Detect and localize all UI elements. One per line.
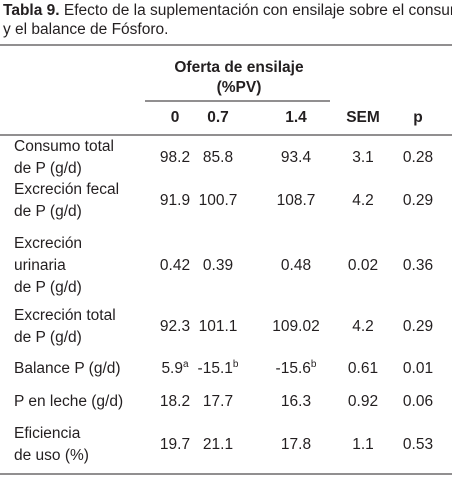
row-label: P en leche (g/d)	[14, 393, 123, 410]
cell: 0.02	[348, 257, 378, 274]
cell: 5.9a	[161, 359, 189, 377]
cell: 93.4	[281, 149, 312, 166]
cell-value: -15.1	[198, 360, 233, 377]
row-label: de P (g/d)	[14, 279, 82, 296]
row-label: de P (g/d)	[14, 160, 82, 177]
row-label: urinaria	[14, 257, 66, 274]
cell: 0.29	[403, 192, 433, 209]
cell: 0.06	[403, 393, 433, 410]
cell-value: -15.6	[276, 360, 311, 377]
cell: 16.3	[281, 393, 311, 410]
title-line: y el balance de Fósforo.	[3, 21, 168, 38]
cell: 91.9	[160, 192, 190, 209]
column-header: SEM	[346, 109, 380, 126]
cell: 0.61	[348, 360, 378, 377]
cell-value: 5.9	[161, 360, 183, 377]
cell: 1.1	[352, 436, 374, 453]
column-header: 0	[171, 109, 180, 126]
column-header: 1.4	[285, 109, 307, 126]
row-label: de P (g/d)	[14, 329, 82, 346]
cell: 17.8	[281, 436, 311, 453]
cell: 108.7	[277, 192, 316, 209]
row-label: Eficiencia	[14, 425, 81, 442]
row-label: Balance P (g/d)	[14, 360, 121, 377]
cell: 0.92	[348, 393, 378, 410]
cell: 100.7	[199, 192, 238, 209]
cell: -15.6b	[276, 359, 317, 377]
cell-superscript: a	[183, 359, 189, 370]
cell: 0.42	[160, 257, 190, 274]
cell: 4.2	[352, 192, 374, 209]
cell: 4.2	[352, 318, 374, 335]
cell: 85.8	[203, 149, 233, 166]
column-header: p	[413, 109, 422, 126]
title-label: Tabla 9.	[3, 2, 60, 19]
row-label: Excreción	[14, 235, 82, 252]
row-label: Consumo total	[14, 138, 114, 155]
cell: 3.1	[352, 149, 374, 166]
cell: 0.36	[403, 257, 433, 274]
cell: 0.53	[403, 436, 433, 453]
cell: 101.1	[199, 318, 238, 335]
title-line: Tabla 9. Efecto de la suplementación con…	[3, 2, 452, 19]
cell-superscript: b	[311, 359, 317, 370]
cell: 98.2	[160, 149, 190, 166]
cell: 92.3	[160, 318, 190, 335]
group-header: (%PV)	[217, 79, 262, 96]
row-label: de P (g/d)	[14, 203, 82, 220]
row-label: Excreción fecal	[14, 181, 119, 198]
title-text: Efecto de la suplementación con ensilaje…	[64, 2, 452, 19]
cell: 17.7	[203, 393, 233, 410]
cell: -15.1b	[198, 359, 239, 377]
cell-superscript: b	[233, 359, 239, 370]
row-label: de uso (%)	[14, 447, 89, 464]
column-header: 0.7	[207, 109, 229, 126]
cell: 18.2	[160, 393, 190, 410]
cell: 19.7	[160, 436, 190, 453]
cell: 0.48	[281, 257, 311, 274]
cell: 21.1	[203, 436, 233, 453]
cell: 109.02	[272, 318, 319, 335]
group-header: Oferta de ensilaje	[174, 59, 304, 76]
row-label: Excreción total	[14, 307, 116, 324]
cell: 0.39	[203, 257, 233, 274]
cell: 0.29	[403, 318, 433, 335]
cell: 0.28	[403, 149, 433, 166]
cell: 0.01	[403, 360, 433, 377]
